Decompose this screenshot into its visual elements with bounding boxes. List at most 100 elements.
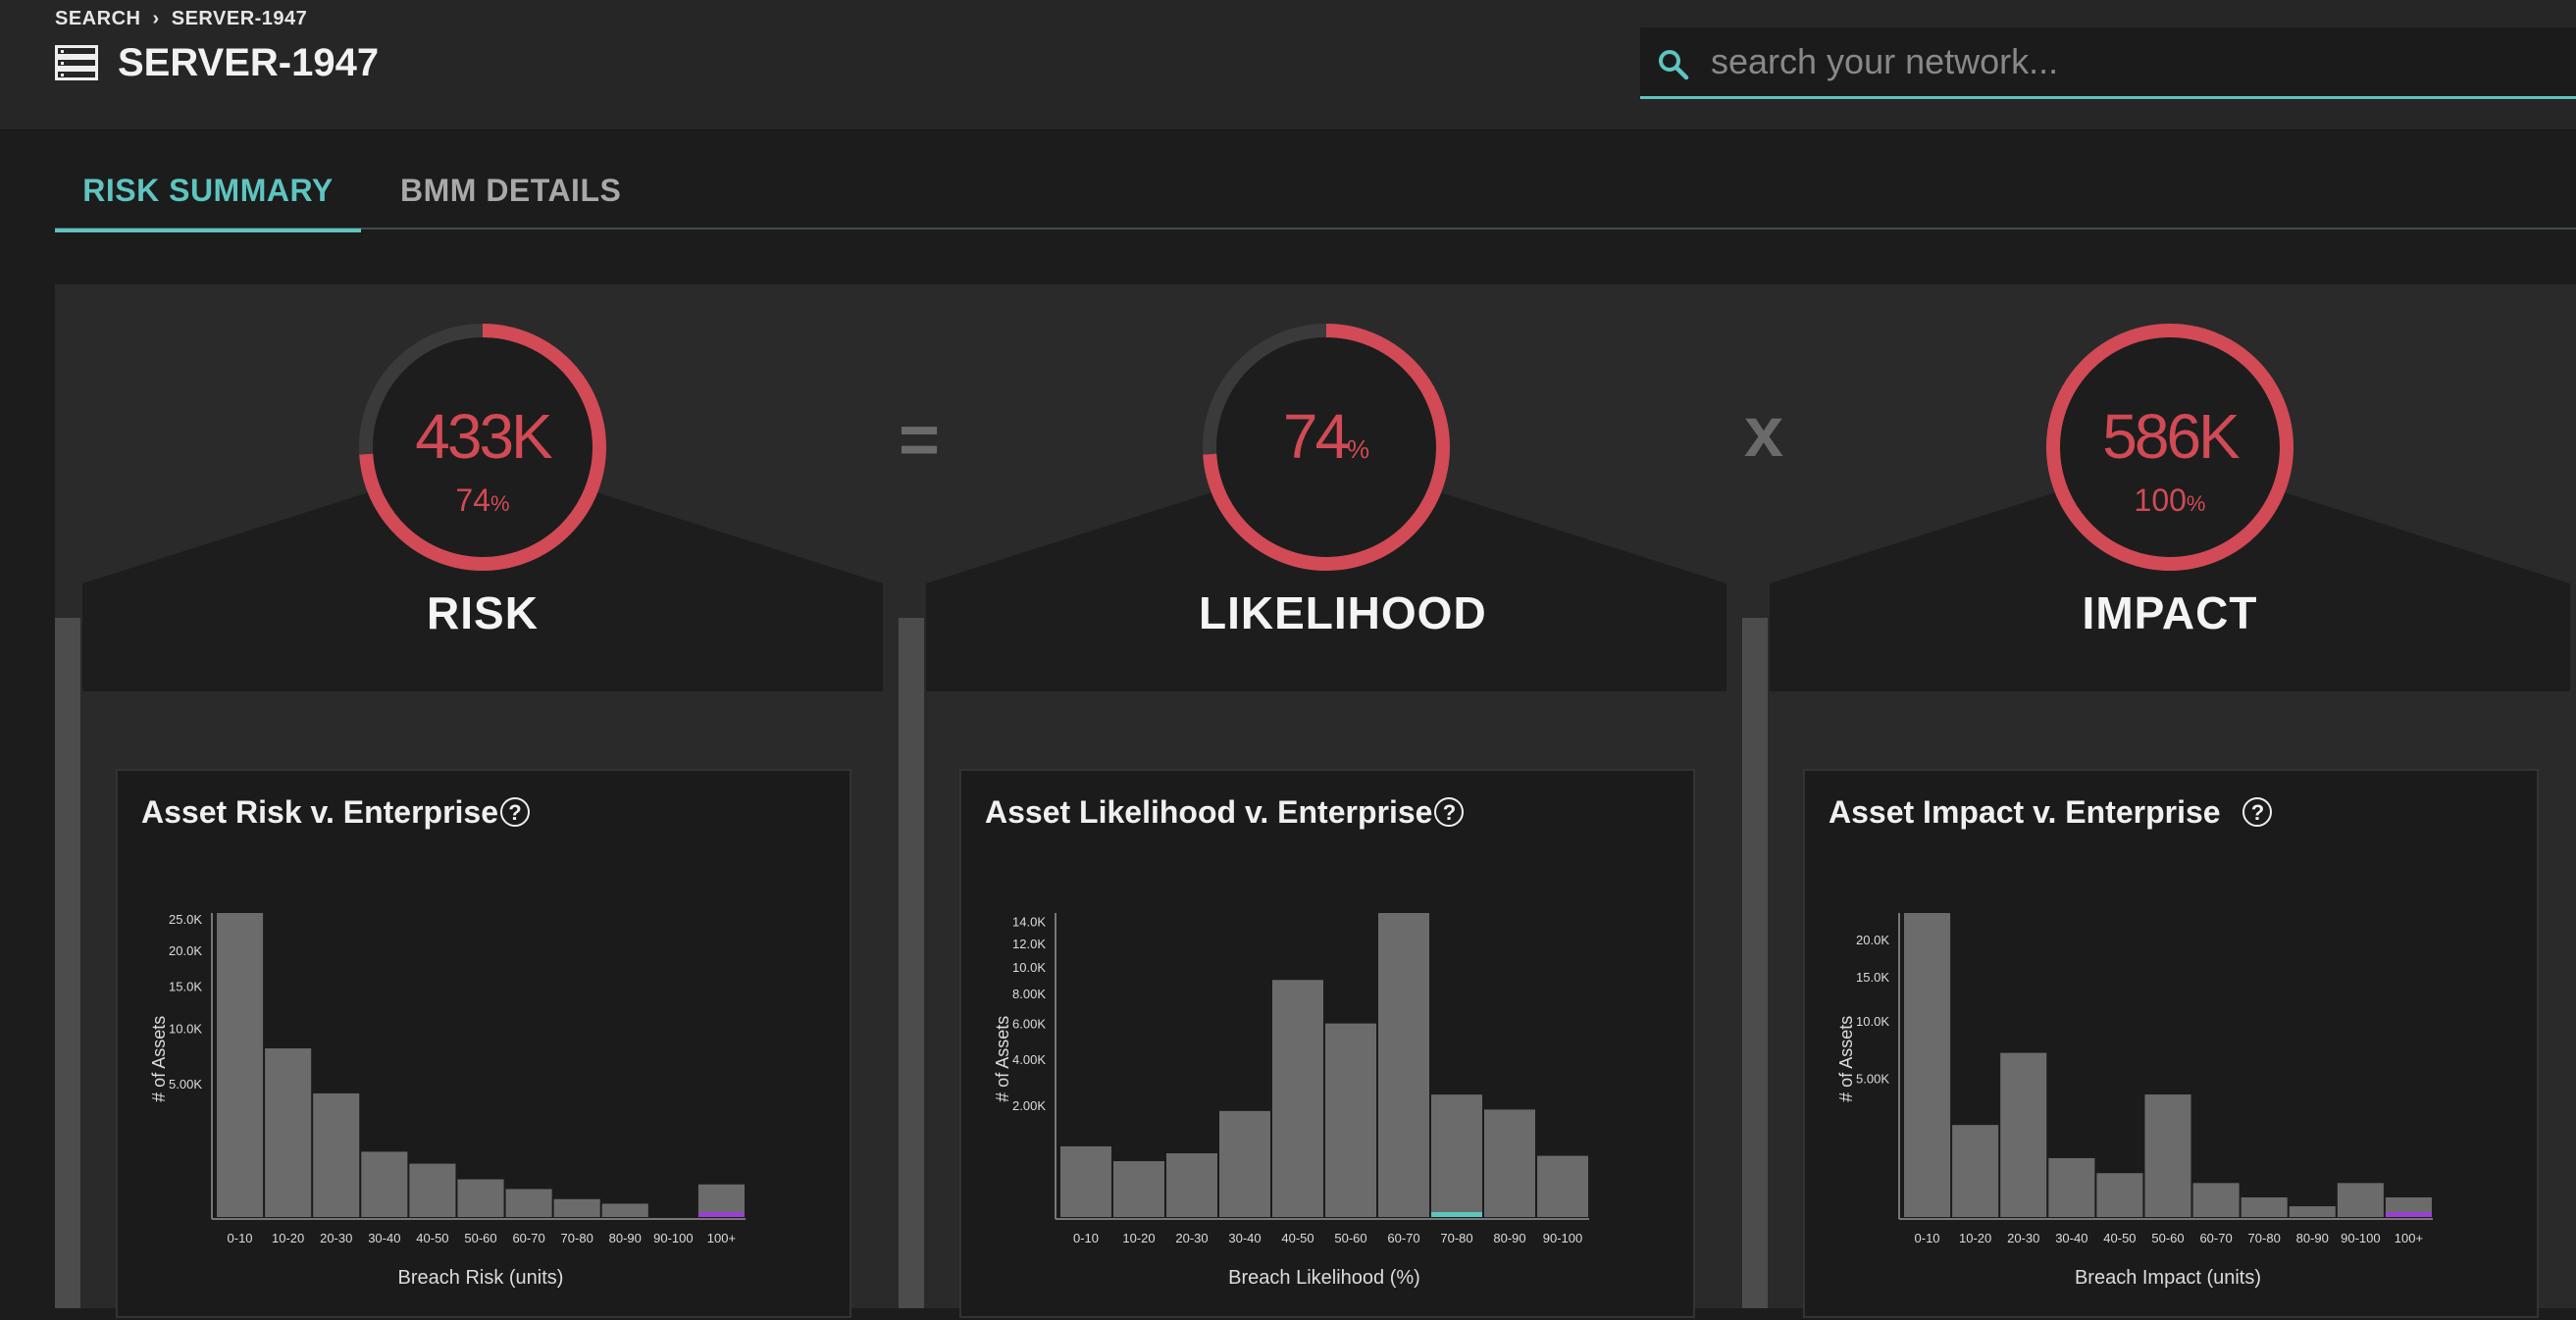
x-tick-label: 70-80 xyxy=(2248,1231,2281,1245)
histogram-bar[interactable] xyxy=(2144,1094,2191,1217)
impact-label: IMPACT xyxy=(2082,587,2258,638)
impact-header-panel xyxy=(1770,456,2570,691)
impact-chart-title-text: Asset Impact v. Enterprise xyxy=(1829,794,2221,830)
x-tick-label: 50-60 xyxy=(2151,1231,2184,1245)
x-tick-label: 0-10 xyxy=(1073,1231,1099,1245)
x-tick-label: 70-80 xyxy=(561,1231,593,1245)
x-tick-label: 100+ xyxy=(707,1231,736,1245)
histogram-bar[interactable] xyxy=(457,1179,504,1217)
impact-chart-card: Asset Impact v. Enterprise ? 5.00K 10.0K 1… xyxy=(1803,769,2539,1318)
risk-column: 433K 74% RISK Asset Risk v. Enterprise? … xyxy=(55,284,899,1318)
x-tick-label: 80-90 xyxy=(2296,1231,2329,1245)
histogram-bar[interactable] xyxy=(1904,913,1951,1217)
y-tick-label: 10.0K xyxy=(169,1022,202,1037)
x-tick-label: 40-50 xyxy=(2103,1231,2136,1245)
asset-position-marker xyxy=(2385,1212,2432,1217)
histogram-bar[interactable] xyxy=(2289,1206,2336,1217)
y-tick-label: 10.0K xyxy=(1856,1014,1889,1029)
y-tick-label: 20.0K xyxy=(169,943,202,958)
risk-percent-sign: % xyxy=(490,491,510,516)
histogram-bar[interactable] xyxy=(1431,1094,1482,1217)
histogram-bar[interactable] xyxy=(2385,1196,2432,1217)
impact-chart-title: Asset Impact v. Enterprise ? xyxy=(1829,794,2273,831)
tab-risk-summary[interactable]: RISK SUMMARY xyxy=(55,173,361,232)
search-box[interactable] xyxy=(1640,27,2576,99)
help-icon[interactable]: ? xyxy=(1434,797,1465,827)
x-tick-label: 90-100 xyxy=(2341,1231,2380,1245)
risk-chart-title: Asset Risk v. Enterprise? xyxy=(141,794,531,831)
histogram-bar[interactable] xyxy=(409,1163,456,1217)
help-icon[interactable]: ? xyxy=(500,797,531,827)
x-tick-label: 100+ xyxy=(2395,1231,2423,1245)
x-tick-label: 30-40 xyxy=(368,1231,400,1245)
risk-percent: 74% xyxy=(355,482,610,519)
y-tick-label: 5.00K xyxy=(1856,1072,1889,1087)
histogram-bar[interactable] xyxy=(1537,1155,1588,1217)
impact-percent-sign: % xyxy=(2186,491,2206,516)
histogram-bar[interactable] xyxy=(1113,1161,1164,1217)
impact-column: 586K 100% IMPACT Asset Impact v. Enterpr… xyxy=(1742,284,2576,1318)
page-title: SERVER-1947 xyxy=(118,41,380,84)
x-tick-label: 10-20 xyxy=(272,1231,304,1245)
y-tick-label: 6.00K xyxy=(1012,1017,1046,1032)
histogram-bar[interactable] xyxy=(313,1092,360,1217)
x-tick-label: 20-30 xyxy=(1175,1231,1208,1245)
histogram-bar[interactable] xyxy=(697,1184,745,1217)
likelihood-header-panel xyxy=(926,456,1726,691)
histogram-bar[interactable] xyxy=(1166,1153,1217,1217)
histogram-bar[interactable] xyxy=(2096,1173,2143,1217)
x-tick-label: 90-100 xyxy=(653,1231,693,1245)
asset-position-marker xyxy=(1431,1212,1482,1217)
histogram-bar[interactable] xyxy=(2241,1196,2288,1217)
histogram-bar[interactable] xyxy=(1219,1110,1270,1217)
histogram-bar[interactable] xyxy=(361,1151,408,1217)
likelihood-column: 74% LIKELIHOOD Asset Likelihood v. Enter… xyxy=(899,284,1742,1318)
x-tick-label: 80-90 xyxy=(1493,1231,1525,1245)
y-axis-label: # of Assets xyxy=(1836,1016,1856,1102)
risk-chart-card: Asset Risk v. Enterprise? 5.00K 10.0K 15.0… xyxy=(116,769,851,1318)
histogram-bar[interactable] xyxy=(2000,1052,2047,1217)
x-axis-label: Breach Likelihood (%) xyxy=(1228,1267,1420,1289)
impact-percent: 100% xyxy=(2042,482,2297,519)
histogram-bar[interactable] xyxy=(553,1198,600,1217)
x-axis-label: Breach Impact (units) xyxy=(2075,1267,2261,1289)
histogram-bar[interactable] xyxy=(505,1189,552,1217)
x-tick-label: 50-60 xyxy=(1334,1231,1366,1245)
histogram-bar[interactable] xyxy=(1484,1109,1535,1217)
likelihood-histogram: 2.00K 4.00K 6.00K 8.00K 10.0K 12.0K 14.0K 0-10 1… xyxy=(993,913,1589,1289)
search-input[interactable] xyxy=(1709,33,2556,90)
risk-histogram: 5.00K 10.0K 15.0K 20.0K 25.0K 0-10 10-20 20-30 3… xyxy=(149,912,746,1289)
y-tick-label: 2.00K xyxy=(1012,1098,1046,1113)
breadcrumb-search-link[interactable]: SEARCH xyxy=(55,8,141,29)
x-tick-label: 10-20 xyxy=(1959,1231,1991,1245)
breadcrumb-separator: › xyxy=(152,8,160,29)
likelihood-value-number: 74 xyxy=(1282,401,1350,472)
histogram-bar[interactable] xyxy=(1060,1145,1111,1217)
tab-bmm-details[interactable]: BMM DETAILS xyxy=(400,173,622,208)
column-divider xyxy=(1742,618,1768,1308)
help-icon[interactable]: ? xyxy=(2242,797,2273,827)
likelihood-chart-card: Asset Likelihood v. Enterprise? 2.00K 4.0… xyxy=(959,769,1695,1318)
tab-bar: RISK SUMMARY BMM DETAILS xyxy=(55,157,2576,232)
y-tick-label: 15.0K xyxy=(169,980,202,994)
histogram-bar[interactable] xyxy=(601,1203,648,1217)
likelihood-value: 74% xyxy=(1199,400,1454,473)
histogram-bar[interactable] xyxy=(2048,1157,2095,1217)
x-tick-label: 0-10 xyxy=(1915,1231,1940,1245)
histogram-bar[interactable] xyxy=(1378,913,1429,1217)
histogram-bar[interactable] xyxy=(1272,980,1323,1217)
histogram-bar[interactable] xyxy=(217,913,264,1217)
x-tick-label: 40-50 xyxy=(416,1231,448,1245)
likelihood-value-suffix: % xyxy=(1347,434,1370,464)
histogram-bar[interactable] xyxy=(1952,1125,1999,1217)
x-tick-label: 40-50 xyxy=(1281,1231,1314,1245)
histogram-bar[interactable] xyxy=(2192,1183,2240,1217)
risk-summary-panel: 433K 74% RISK Asset Risk v. Enterprise? … xyxy=(55,284,2576,1318)
search-icon[interactable] xyxy=(1656,47,1691,82)
histogram-bar[interactable] xyxy=(2337,1183,2384,1217)
impact-value: 586K xyxy=(2102,401,2240,472)
histogram-bar[interactable] xyxy=(1325,1023,1376,1217)
column-divider xyxy=(55,618,80,1308)
y-tick-label: 25.0K xyxy=(169,912,202,927)
histogram-bar[interactable] xyxy=(265,1048,312,1217)
